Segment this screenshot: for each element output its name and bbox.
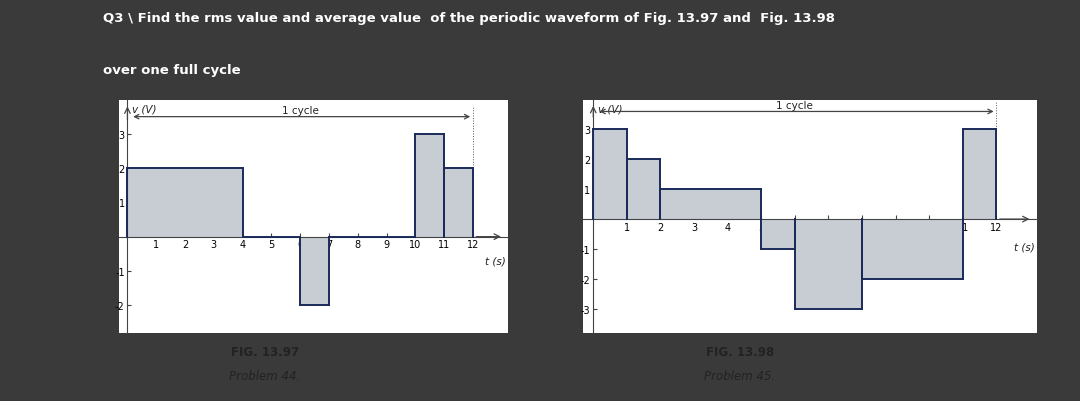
Text: v (V): v (V) <box>132 104 157 114</box>
Text: v (V): v (V) <box>598 104 623 114</box>
Text: 1 cycle: 1 cycle <box>777 101 813 111</box>
Text: t (s): t (s) <box>1014 242 1035 252</box>
Text: t (s): t (s) <box>485 256 505 266</box>
Text: Problem 44.: Problem 44. <box>229 369 300 382</box>
Text: over one full cycle: over one full cycle <box>103 64 240 77</box>
Text: FIG. 13.98: FIG. 13.98 <box>705 345 774 358</box>
Text: Problem 45.: Problem 45. <box>704 369 775 382</box>
Text: FIG. 13.97: FIG. 13.97 <box>230 345 299 358</box>
Text: Q3 \ Find the rms value and average value  of the periodic waveform of Fig. 13.9: Q3 \ Find the rms value and average valu… <box>103 12 835 25</box>
Text: 1 cycle: 1 cycle <box>282 106 319 115</box>
